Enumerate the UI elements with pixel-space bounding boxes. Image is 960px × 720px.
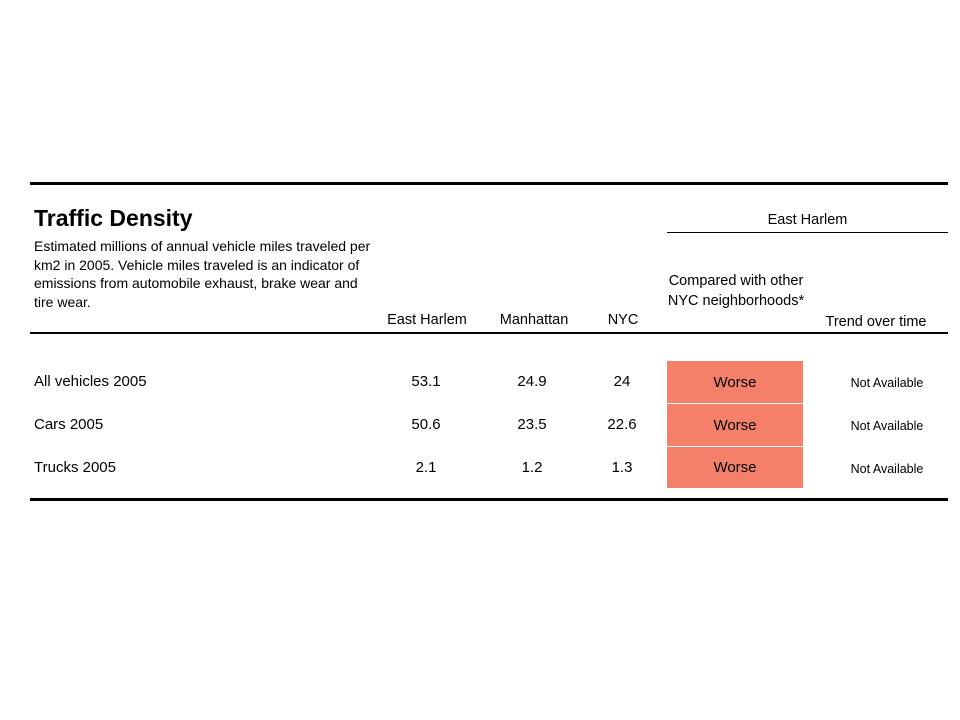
compared-badge: Worse: [667, 447, 803, 488]
row-label-cars: Cars 2005: [34, 416, 104, 433]
col-header-trend: Trend over time: [825, 314, 927, 330]
header-rule: [30, 332, 948, 334]
table-description: Estimated millions of annual vehicle mil…: [34, 238, 371, 310]
cell-east-harlem: 53.1: [411, 373, 441, 390]
col-header-nyc: NYC: [607, 312, 639, 328]
row-label-trucks: Trucks 2005: [34, 459, 116, 476]
cell-nyc: 1.3: [611, 459, 633, 476]
col-header-manhattan: Manhattan: [499, 312, 569, 328]
cell-east-harlem: 50.6: [411, 416, 441, 433]
row-label-all-vehicles: All vehicles 2005: [34, 373, 147, 390]
col-header-compared: Compared with other NYC neighborhoods*: [667, 273, 805, 309]
group-header-east-harlem: East Harlem: [767, 212, 848, 228]
cell-manhattan: 23.5: [517, 416, 547, 433]
trend-value: Not Available: [850, 462, 924, 476]
trend-value: Not Available: [850, 376, 924, 390]
table-title: Traffic Density: [34, 205, 193, 231]
cell-manhattan: 1.2: [521, 459, 543, 476]
cell-manhattan: 24.9: [517, 373, 547, 390]
bottom-rule: [30, 498, 948, 501]
top-rule: [30, 182, 948, 185]
col-header-east-harlem: East Harlem: [387, 312, 467, 328]
compared-badge: Worse: [667, 404, 803, 446]
compared-badge-label: Worse: [713, 416, 757, 434]
compared-badge-label: Worse: [713, 373, 757, 391]
compared-badge-label: Worse: [713, 459, 757, 476]
compared-badge: Worse: [667, 361, 803, 403]
group-header-rule: [667, 232, 948, 233]
cell-nyc: 24: [613, 373, 631, 390]
cell-nyc: 22.6: [607, 416, 637, 433]
trend-value: Not Available: [850, 419, 924, 433]
cell-east-harlem: 2.1: [415, 459, 437, 476]
